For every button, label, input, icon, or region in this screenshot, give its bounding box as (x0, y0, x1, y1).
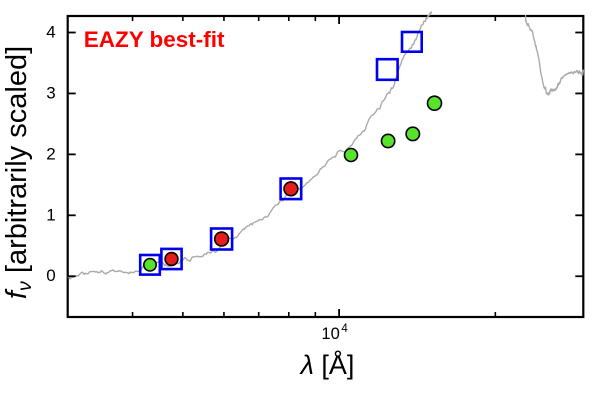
svg-text:3: 3 (46, 83, 55, 102)
svg-text:4: 4 (341, 323, 348, 335)
svg-text:1: 1 (46, 205, 55, 224)
svg-text:4: 4 (46, 23, 55, 42)
svg-text:fν [arbitrarily scaled]: fν [arbitrarily scaled] (1, 46, 36, 299)
svg-text:λ [Å]: λ [Å] (299, 349, 355, 380)
svg-text:0: 0 (46, 266, 55, 285)
svg-text:10: 10 (321, 325, 339, 343)
svg-text:EAZY best-fit: EAZY best-fit (84, 27, 225, 52)
svg-text:2: 2 (46, 144, 55, 163)
